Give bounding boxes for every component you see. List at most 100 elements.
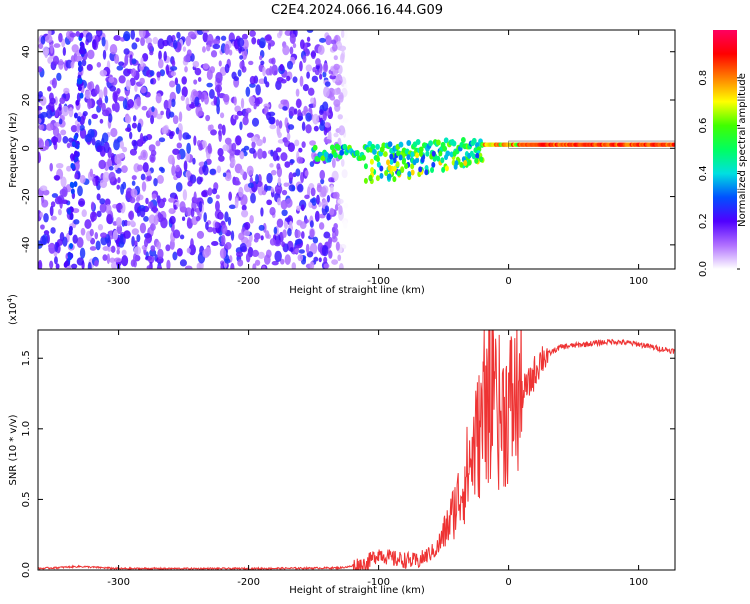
spectrogram-noise-cell	[74, 173, 79, 180]
spectrogram-noise-cell	[331, 43, 338, 52]
spectrogram-y-tick-label: -20	[21, 188, 32, 204]
spectrogram-noise-cell	[121, 165, 128, 174]
spectrogram-signal-cell	[415, 152, 420, 159]
spectrogram-noise-cell	[320, 119, 326, 126]
spectrogram-noise-cell	[309, 242, 318, 255]
snr-multiplier-label: (x104)	[6, 294, 19, 325]
spectrogram-noise-cell	[327, 87, 336, 98]
spectrogram-noise-cell	[320, 186, 327, 197]
spectrogram-noise-cell	[307, 87, 315, 96]
spectrogram-noise-cell	[256, 138, 263, 147]
spectrogram-noise-cell	[62, 46, 66, 56]
spectrogram-noise-cell	[98, 159, 106, 170]
spectrogram-noise-cell	[196, 262, 202, 269]
spectrogram-noise-cell	[72, 208, 80, 214]
spectrogram-noise-cell	[186, 49, 192, 58]
spectrogram-noise-cell	[301, 141, 306, 149]
spectrogram-noise-cell	[198, 201, 203, 212]
spectrogram-noise-cell	[79, 247, 86, 259]
spectrogram-noise-cell	[139, 77, 145, 85]
spectrogram-noise-cell	[273, 226, 278, 235]
spectrogram-noise-cell	[47, 243, 55, 249]
spectrogram-noise-cell	[272, 150, 279, 162]
spectrogram-noise-cell	[59, 97, 66, 104]
spectrogram-noise-cell	[38, 105, 43, 111]
spectrogram-noise-cell	[237, 259, 244, 267]
spectrogram-noise-cell	[262, 66, 266, 77]
snr-x-tick-label: -100	[367, 577, 390, 588]
spectrogram-noise-cell	[109, 85, 117, 92]
spectrogram-noise-cell	[58, 118, 63, 125]
spectrogram-noise-cell	[284, 217, 291, 223]
spectrogram-noise-cell	[296, 219, 303, 226]
spectrogram-noise-cell	[328, 106, 333, 114]
spectrogram-noise-cell	[48, 101, 55, 111]
spectrogram-noise-cell	[41, 195, 45, 204]
spectrogram-noise-cell	[123, 219, 128, 227]
spectrogram-noise-cell	[169, 215, 176, 225]
spectrogram-noise-cell	[87, 261, 92, 269]
spectrogram-noise-cell	[192, 60, 200, 68]
spectrogram-noise-cell	[305, 64, 313, 72]
spectrogram-noise-cell	[129, 131, 133, 140]
spectrogram-noise-cell	[255, 84, 261, 96]
spectrogram-noise-cell	[84, 219, 92, 229]
snr-axes: -300 -200 -100 0 100 0.0 0.5 1.0 1.5	[21, 330, 675, 588]
spectrogram-noise-cell	[184, 66, 188, 73]
spectrogram-noise-cell	[122, 181, 127, 190]
spectrogram-noise-cell	[89, 246, 97, 251]
spectrogram-noise-cell	[333, 63, 340, 71]
spectrogram-noise-cell	[343, 203, 349, 209]
spectrogram-noise-cell	[249, 75, 256, 85]
spectrogram-noise-cell	[112, 103, 116, 112]
spectrogram-noise-cell	[304, 170, 309, 177]
spectrogram-noise-cell	[222, 172, 227, 178]
spectrogram-noise-cell	[156, 265, 163, 269]
spectrogram-noise-cell	[269, 163, 274, 168]
spectrogram-noise-cell	[116, 224, 123, 235]
spectrogram-noise-cell	[207, 187, 213, 196]
spectrogram-noise-cell	[118, 61, 125, 67]
spectrogram-noise-cell	[219, 112, 225, 119]
spectrogram-noise-cell	[94, 260, 99, 267]
spectrogram-noise-cell	[113, 257, 122, 263]
spectrogram-noise-cell	[327, 130, 332, 140]
spectrogram-noise-cell	[207, 33, 214, 46]
spectrogram-noise-cell	[316, 184, 323, 193]
spectrogram-noise-cell	[217, 148, 224, 157]
spectrogram-noise-cell	[280, 78, 287, 84]
spectrogram-noise-cell	[99, 198, 106, 205]
spectrogram-noise-cell	[248, 96, 256, 104]
spectrogram-noise-cell	[102, 49, 107, 60]
spectrogram-noise-cell	[153, 177, 158, 187]
spectrogram-noise-cell	[68, 225, 73, 232]
spectrogram-signal-cell	[474, 157, 479, 164]
colorbar-ticks: 0.0 0.2 0.4 0.6 0.8	[698, 70, 740, 277]
spectrogram-noise-cell	[75, 30, 81, 37]
spectrogram-noise-cell	[71, 141, 76, 148]
spectrogram-noise-cell	[209, 168, 217, 175]
spectrogram-x-tick-label: -200	[237, 276, 260, 287]
spectrogram-noise-cell	[163, 99, 169, 110]
spectrogram-noise-cell	[246, 165, 254, 176]
spectrogram-noise-cell	[135, 196, 141, 203]
spectrogram-noise-cell	[269, 124, 277, 130]
spectrogram-noise-cell	[252, 249, 259, 258]
spectrogram-noise-cell	[97, 224, 104, 231]
spectrogram-noise-cell	[335, 241, 340, 251]
spectrogram-noise-cell	[324, 81, 331, 87]
spectrogram-noise-cell	[306, 71, 310, 79]
spectrogram-noise-cell	[260, 235, 264, 241]
figure-title: C2E4.2024.066.16.44.G09	[271, 3, 443, 18]
spectrogram-noise-cell	[332, 191, 340, 199]
spectrogram-noise-cell	[206, 226, 214, 233]
spectrogram-noise-cell	[260, 207, 264, 217]
spectrogram-noise-cell	[283, 182, 289, 187]
spectrogram-noise-cell	[131, 180, 136, 186]
spectrogram-signal-cell	[387, 164, 392, 171]
spectrogram-signal-cell	[425, 150, 430, 157]
spectrogram-noise-cell	[274, 250, 282, 263]
spectrogram-noise-cell	[54, 109, 59, 118]
spectrogram-signal-cell	[444, 154, 449, 161]
spectrogram-noise-cell	[305, 112, 312, 122]
